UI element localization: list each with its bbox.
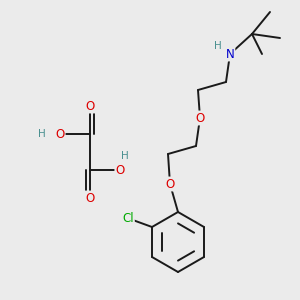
Text: Cl: Cl bbox=[122, 212, 134, 224]
Text: O: O bbox=[85, 191, 94, 205]
Text: H: H bbox=[38, 129, 46, 139]
Text: O: O bbox=[56, 128, 64, 140]
Text: O: O bbox=[116, 164, 124, 176]
Text: H: H bbox=[214, 41, 222, 51]
Text: N: N bbox=[226, 47, 234, 61]
Text: H: H bbox=[121, 151, 129, 161]
Text: O: O bbox=[195, 112, 205, 124]
Text: O: O bbox=[85, 100, 94, 112]
Text: O: O bbox=[165, 178, 175, 190]
